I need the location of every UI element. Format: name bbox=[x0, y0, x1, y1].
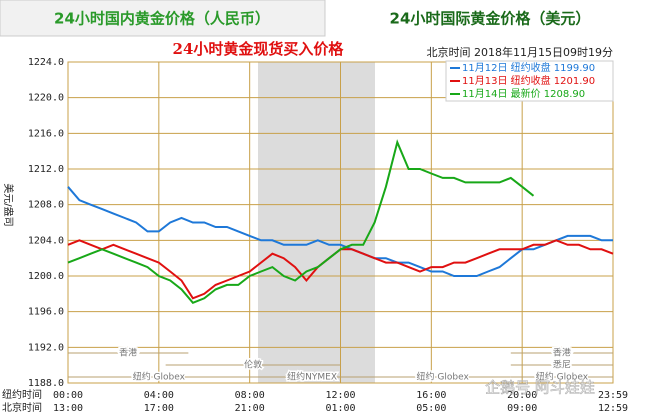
x-tick-label: 01:00 bbox=[325, 403, 355, 414]
session-label: 纽约 Globex bbox=[133, 371, 186, 383]
y-tick-label: 1220.0 bbox=[28, 93, 64, 104]
nymex-shade bbox=[258, 62, 375, 383]
session-label: 伦敦 bbox=[244, 359, 262, 371]
session-label: 纽约 Globex bbox=[536, 371, 589, 383]
legend-label: 11月14日 最新价 1208.90 bbox=[462, 87, 585, 100]
y-tick-label: 1208.0 bbox=[28, 200, 64, 211]
session-label: 悉尼 bbox=[553, 359, 571, 371]
x-tick-label: 09:00 bbox=[507, 403, 537, 414]
x-tick-label: 17:00 bbox=[144, 403, 174, 414]
y-tick-label: 1192.0 bbox=[28, 342, 64, 353]
x-tick-label: 04:00 bbox=[144, 390, 174, 401]
y-tick-label: 1212.0 bbox=[28, 164, 64, 175]
x-tick-label: 00:00 bbox=[53, 390, 83, 401]
session-label: 纽约 Globex bbox=[417, 371, 470, 383]
tab-label[interactable]: 24小时国内黄金价格（人民币） bbox=[54, 10, 270, 28]
x-tick-label: 12:00 bbox=[325, 390, 355, 401]
x-tick-label: 08:00 bbox=[235, 390, 265, 401]
chart-title: 24小时黄金现货买入价格 bbox=[173, 40, 345, 58]
y-tick-label: 1188.0 bbox=[28, 378, 64, 389]
x-tick-label: 21:00 bbox=[235, 403, 265, 414]
y-tick-label: 1200.0 bbox=[28, 271, 64, 282]
x-tick-label: 13:00 bbox=[53, 403, 83, 414]
x-tick-label: 23:59 bbox=[598, 390, 628, 401]
tab-domestic[interactable] bbox=[0, 0, 326, 37]
plot: 1188.0 1192.0 1196.0 1200.0 1204.0 1208.0 1212… bbox=[28, 57, 628, 414]
session-label: 香港 bbox=[553, 347, 571, 359]
series-line bbox=[67, 139, 535, 304]
tab-label[interactable]: 24小时国际黄金价格（美元） bbox=[390, 10, 591, 28]
y-tick-label: 1224.0 bbox=[28, 57, 64, 68]
session-label: 纽约NYMEX bbox=[287, 371, 337, 383]
plot-frame bbox=[67, 61, 614, 384]
y-tick-label: 1204.0 bbox=[28, 235, 64, 246]
legend-label: 11月13日 纽约收盘 1201.90 bbox=[462, 74, 595, 87]
y-tick-label: 1216.0 bbox=[28, 128, 64, 139]
legend-box bbox=[445, 60, 614, 102]
x-tick-label: 05:00 bbox=[416, 403, 446, 414]
x-tick-label: 12:59 bbox=[598, 403, 628, 414]
watermark: 企鹅号 阿斗娃娃 bbox=[485, 379, 595, 397]
x-tick-label: 20:00 bbox=[507, 390, 537, 401]
x-tick-label: 16:00 bbox=[416, 390, 446, 401]
chart-subtitle: 北京时间 2018年11月15日09时19分 bbox=[427, 45, 613, 59]
legend-label: 11月12日 纽约收盘 1199.90 bbox=[462, 61, 595, 74]
y-tick-label: 1196.0 bbox=[28, 307, 64, 318]
y-axis-label: 美元/盎司 bbox=[2, 183, 15, 226]
x-row-label: 北京时间 bbox=[2, 401, 42, 414]
x-row-label: 纽约时间 bbox=[2, 388, 42, 401]
session-label: 香港 bbox=[119, 347, 137, 359]
